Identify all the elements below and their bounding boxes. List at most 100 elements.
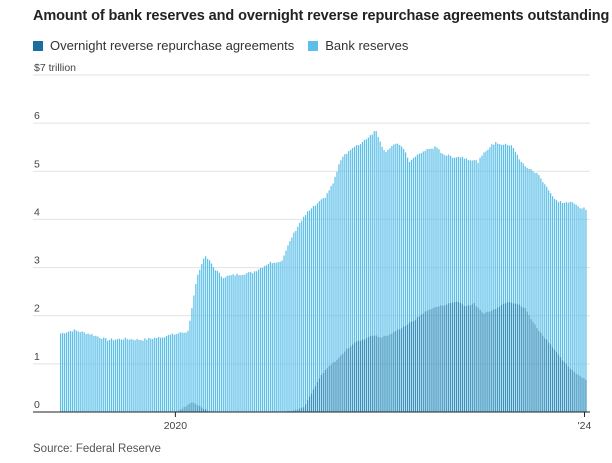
reverse-repo-bar xyxy=(510,302,513,412)
reserves-bar xyxy=(316,203,318,412)
reverse-repo-bar xyxy=(418,316,420,412)
reverse-repo-bar xyxy=(371,335,373,412)
reserves-bar xyxy=(301,220,303,412)
reserves-bar xyxy=(338,164,340,412)
reserves-bar xyxy=(220,276,222,412)
y-tick-label: 1 xyxy=(34,351,40,363)
reserves-bar xyxy=(393,144,395,412)
reverse-repo-bar xyxy=(299,408,301,412)
reserves-bar xyxy=(465,158,467,412)
reserves-bar xyxy=(130,339,132,412)
reserves-bar xyxy=(114,339,117,412)
reserves-bar xyxy=(236,273,238,412)
y-tick-label: 0 xyxy=(34,399,40,411)
reverse-repo-bar xyxy=(389,334,391,412)
reserves-bar xyxy=(379,141,381,412)
reverse-repo-bar xyxy=(391,333,393,412)
reverse-repo-bar xyxy=(550,344,552,412)
reverse-repo-bar xyxy=(420,314,422,412)
reverse-repo-bar xyxy=(187,404,189,412)
reserves-bar xyxy=(540,178,542,412)
reverse-repo-bar xyxy=(540,332,542,412)
reverse-repo-bar xyxy=(536,328,538,412)
reserves-bar xyxy=(487,149,489,413)
reserves-bar xyxy=(214,270,217,412)
reverse-repo-bar xyxy=(397,329,399,412)
reserves-bar xyxy=(348,150,350,413)
reverse-repo-bar xyxy=(504,303,507,412)
reserves-bar xyxy=(457,156,460,412)
reverse-repo-bar xyxy=(530,319,532,412)
reserves-bar xyxy=(275,262,277,412)
reverse-repo-bar xyxy=(359,340,362,412)
reserves-bar xyxy=(256,271,258,412)
reserves-bar xyxy=(569,201,571,412)
reserves-bar xyxy=(197,274,199,412)
reserves-bar xyxy=(448,154,450,413)
reverse-repo-bar xyxy=(552,347,554,412)
reserves-bar xyxy=(571,202,573,412)
reserves-bar xyxy=(508,145,511,412)
reserves-bar xyxy=(60,333,62,412)
reserves-bar xyxy=(69,331,72,412)
reverse-repo-bar xyxy=(581,377,583,412)
reserves-bar xyxy=(87,333,89,412)
reverse-repo-bar xyxy=(563,361,565,412)
reserves-bar xyxy=(526,167,528,412)
reserves-bar xyxy=(553,199,556,412)
reserves-bar xyxy=(555,200,558,412)
x-axis: 2020 '24 xyxy=(33,411,591,432)
reserves-bar xyxy=(404,152,407,412)
reserves-bar xyxy=(279,261,281,412)
reverse-repo-bar xyxy=(440,305,442,412)
reserves-bar xyxy=(116,339,119,412)
reverse-repo-bar xyxy=(520,306,522,412)
reserves-bar xyxy=(136,338,138,412)
reserves-bar xyxy=(373,131,375,413)
reverse-repo-bar xyxy=(295,409,297,412)
reverse-repo-bar xyxy=(524,308,526,412)
reverse-repo-bar xyxy=(438,306,440,412)
reserves-bar xyxy=(103,337,105,412)
reserves-bar xyxy=(93,336,95,412)
reverse-repo-bar xyxy=(436,307,438,412)
reverse-repo-bar xyxy=(499,306,501,412)
reserves-bar xyxy=(322,198,324,412)
reverse-repo-bar xyxy=(444,305,446,412)
chart-legend: Overnight reverse repurchase agreements … xyxy=(33,38,422,53)
reserves-bar xyxy=(122,339,124,412)
reserves-bar xyxy=(216,270,219,412)
reserves-bar xyxy=(530,169,532,412)
reserves-bar xyxy=(312,206,315,412)
reserves-bar xyxy=(406,157,409,412)
reserves-bar xyxy=(175,334,177,412)
reserves-bar xyxy=(389,148,391,412)
reserves-bar xyxy=(306,211,309,412)
reverse-repo-bar xyxy=(305,404,307,412)
reserves-bar xyxy=(134,340,136,412)
reserves-bar xyxy=(363,139,366,413)
reserves-bar xyxy=(328,190,330,412)
reserves-bar xyxy=(469,160,471,412)
reserves-bar xyxy=(269,261,271,412)
reserves-bar xyxy=(561,202,564,412)
reverse-repo-bar xyxy=(179,409,181,412)
reserves-bar xyxy=(146,339,148,412)
reserves-bar xyxy=(424,150,426,412)
reverse-repo-bar xyxy=(381,337,383,412)
reverse-repo-bar xyxy=(516,304,518,412)
reserves-bar xyxy=(228,275,230,412)
reserves-bar xyxy=(246,273,248,412)
reserves-bar xyxy=(191,307,193,412)
reserves-bar xyxy=(169,334,171,412)
reverse-repo-bar xyxy=(583,378,585,412)
reserves-bar xyxy=(359,144,362,412)
reverse-repo-bar xyxy=(318,378,320,412)
reserves-bar xyxy=(287,245,289,412)
reverse-repo-bar xyxy=(522,307,524,412)
reverse-repo-bar xyxy=(314,386,317,412)
reserves-bar xyxy=(563,202,565,412)
reverse-repo-bar xyxy=(448,303,450,412)
reserves-bar xyxy=(71,331,73,412)
